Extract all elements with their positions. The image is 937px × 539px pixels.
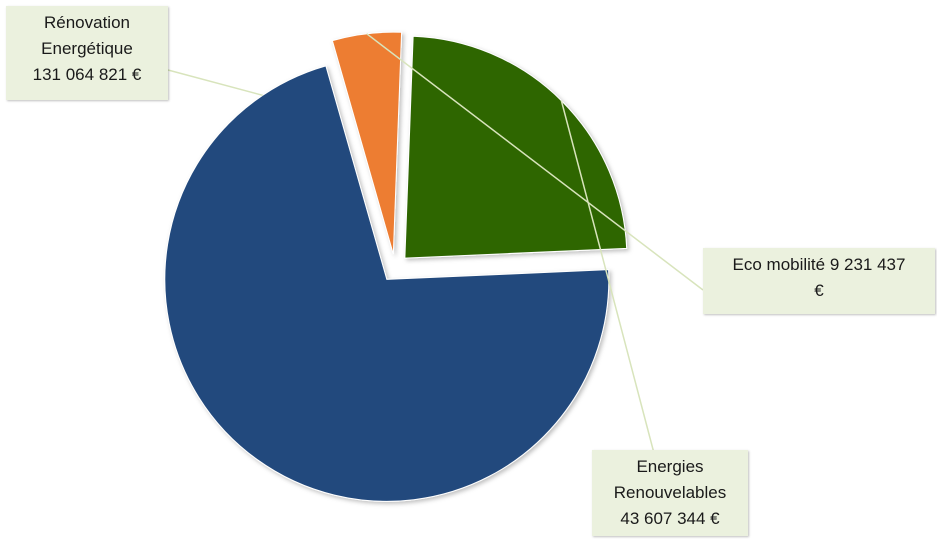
data-label-eco-mobilite: Eco mobilité 9 231 437 € [703, 248, 935, 314]
data-label-energies-line1: Energies [636, 457, 704, 476]
data-label-eco-line1: Eco mobilité 9 231 437 [732, 255, 906, 274]
data-label-renovation-value: 131 064 821 € [32, 65, 142, 84]
data-label-renovation-line1: Rénovation [43, 13, 130, 32]
leader-line-energies [560, 100, 661, 477]
data-label-energies-line2: Renouvelables [613, 483, 727, 502]
data-label-renovation-line2: Energétique [41, 39, 133, 58]
pie-slices [164, 31, 628, 502]
leader-line-renovation [167, 69, 263, 97]
leader-lines [167, 33, 704, 477]
pie-slice-renovation [164, 65, 610, 502]
data-label-renovation: Rénovation Energétique 131 064 821 € [6, 6, 168, 100]
data-label-energies: Energies Renouvelables 43 607 344 € [592, 450, 748, 536]
leader-line-eco-mobilite [366, 33, 704, 291]
data-label-eco-line2: € [814, 281, 824, 300]
pie-slice-eco-mobilite [331, 31, 403, 255]
data-label-energies-value: 43 607 344 € [620, 509, 720, 528]
